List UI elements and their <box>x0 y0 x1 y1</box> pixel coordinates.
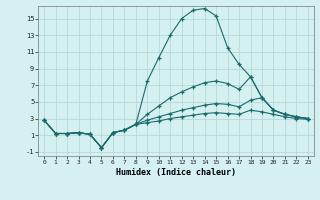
X-axis label: Humidex (Indice chaleur): Humidex (Indice chaleur) <box>116 168 236 177</box>
